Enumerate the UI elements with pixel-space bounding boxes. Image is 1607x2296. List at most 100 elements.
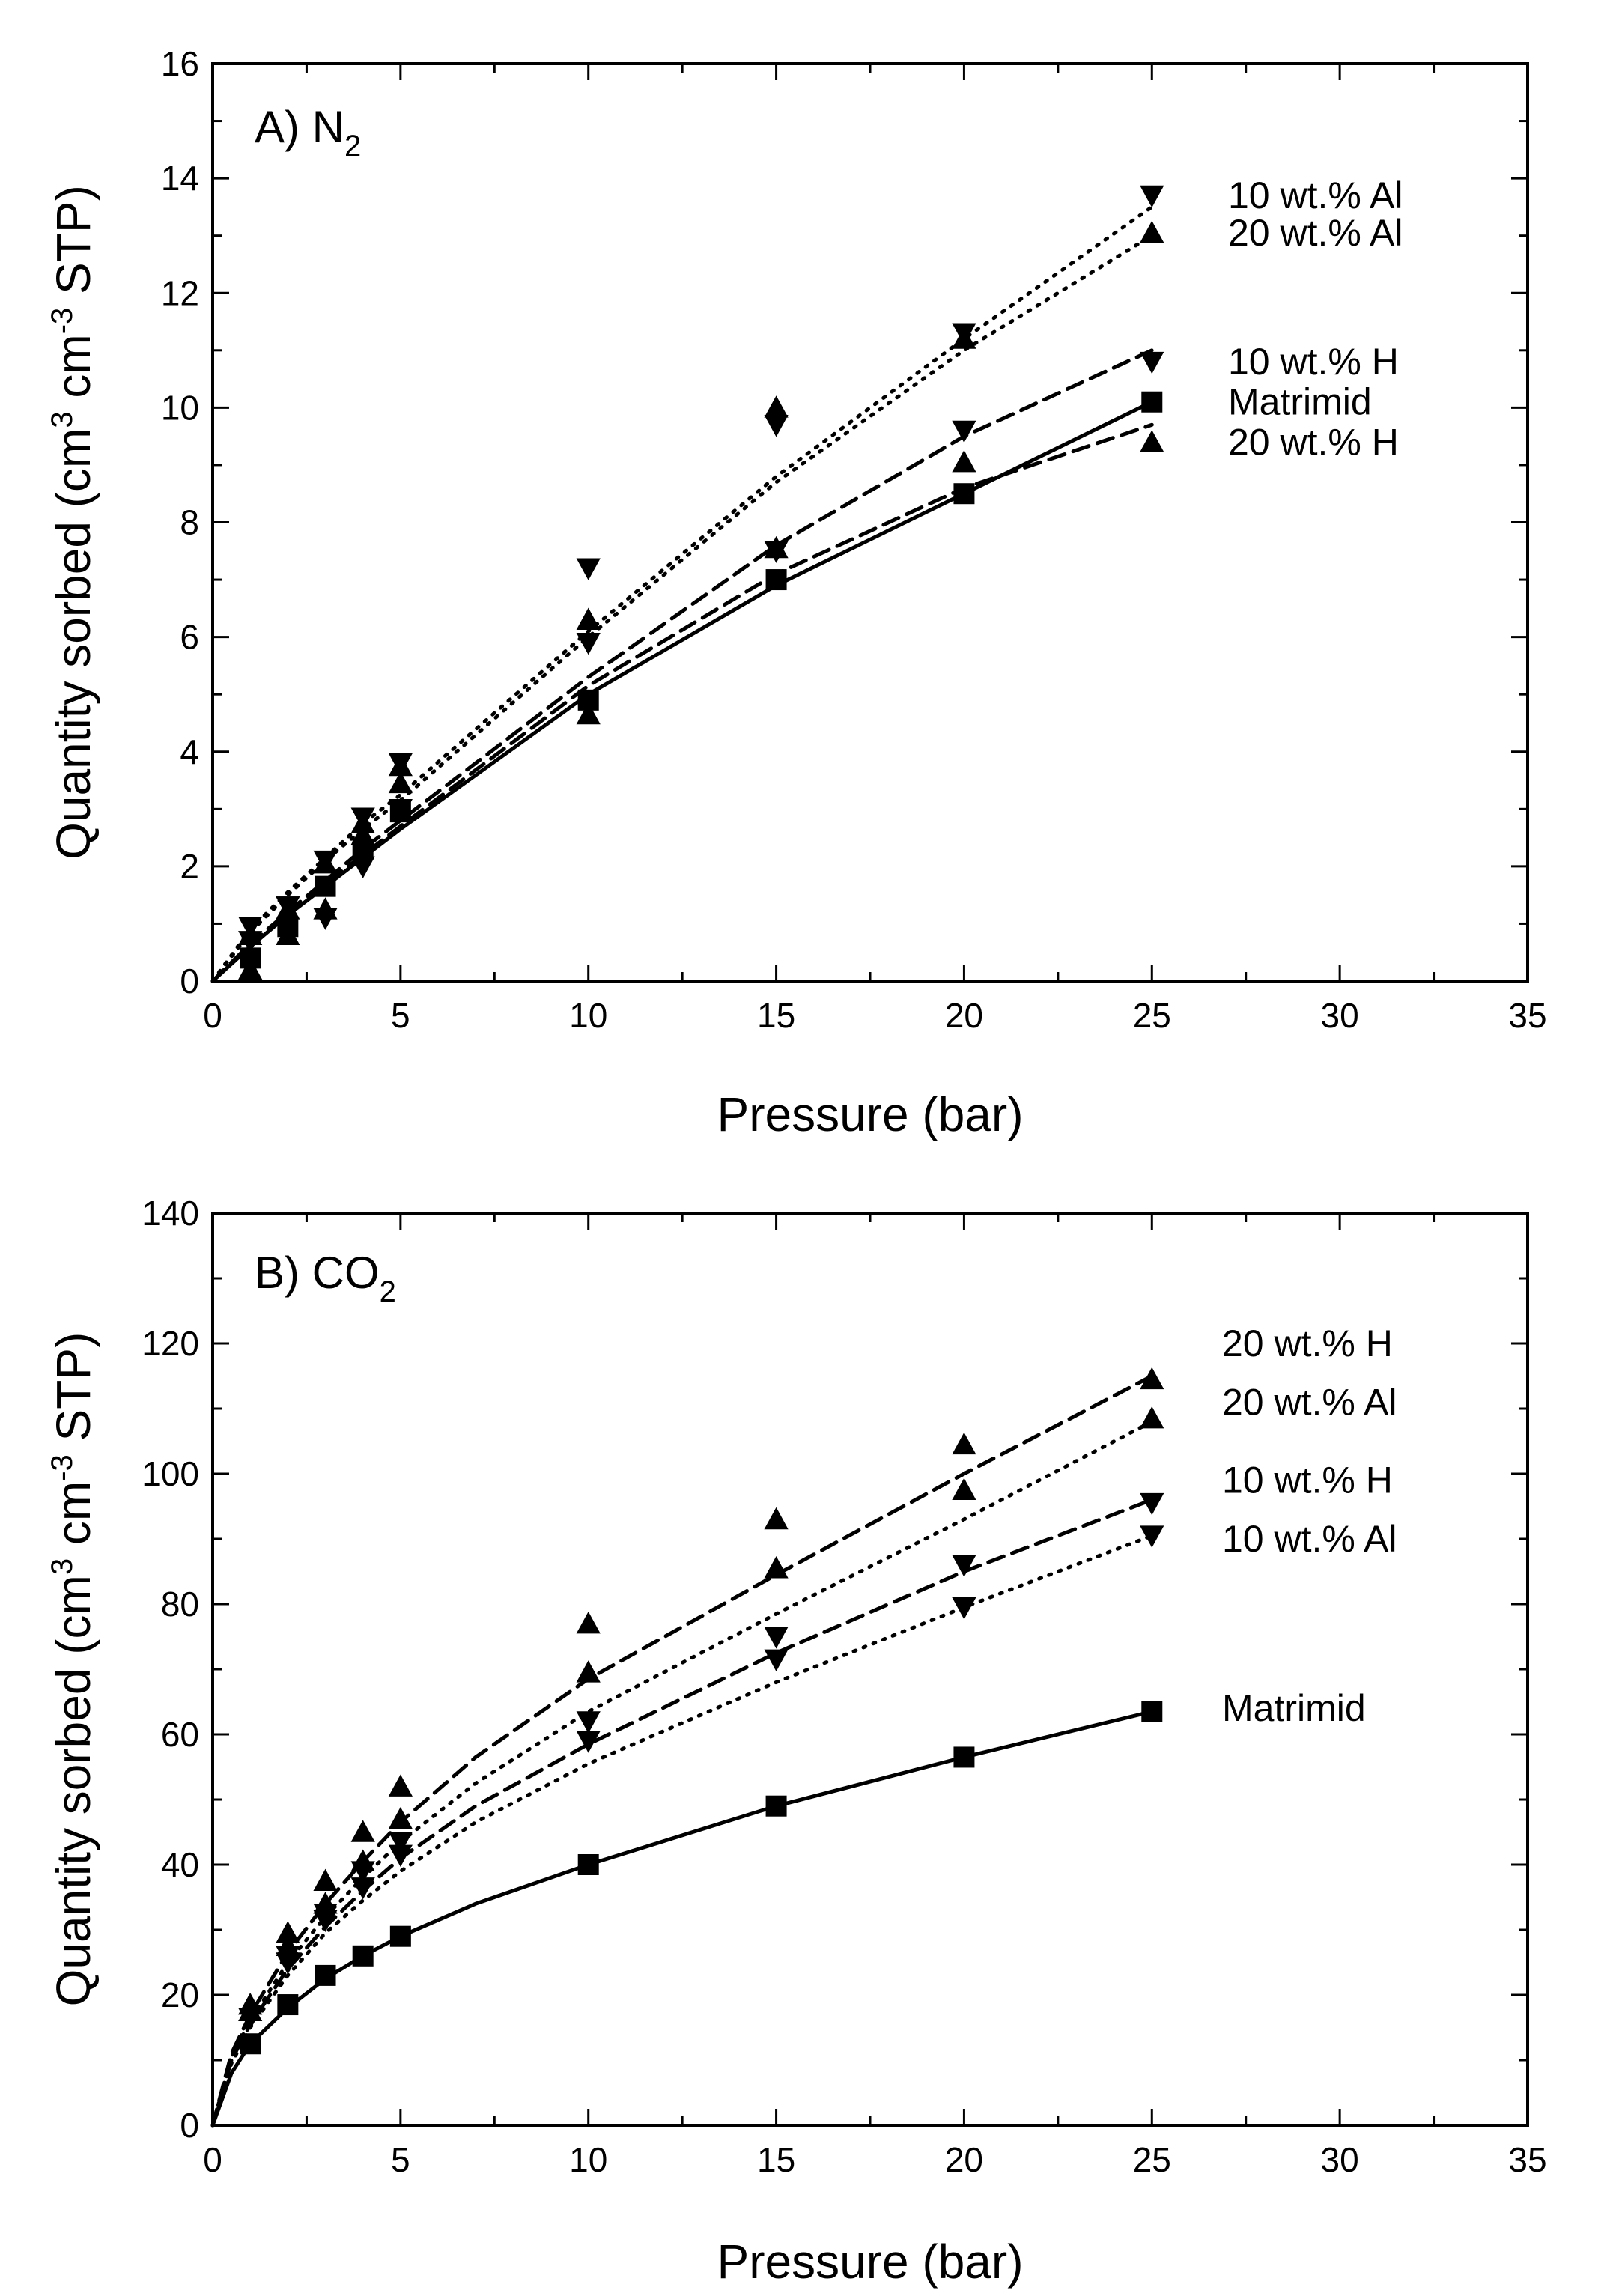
legend-entry-10-wt-al: 10 wt.% Al [1222,1518,1397,1560]
y-tick-label: 0 [180,962,199,1000]
y-tick-label: 40 [161,1845,199,1884]
y-tick-label: 6 [180,618,199,657]
data-point-20-wt-al [388,1807,413,1829]
data-point-20-wt-al [952,327,976,349]
legend-entry-20-wt-h: 20 wt.% H [1228,421,1399,463]
data-point-10-wt-al [952,1597,976,1620]
y-tick-label: 8 [180,503,199,542]
data-point-matrimid [315,1964,336,1986]
data-point-20-wt-al [764,395,789,418]
data-point-20-wt-h [388,771,413,794]
x-tick-label: 25 [1133,2140,1171,2179]
data-point-20-wt-al [313,851,338,874]
y-tick-label: 4 [180,732,199,771]
data-point-20-wt-h [350,822,375,845]
data-point-10-wt-al [1140,185,1164,208]
data-point-20-wt-h [576,1612,601,1634]
panel-a-n2-chart: 0 5 10 15 20 25 30 35 0 2 4 6 8 10 12 14 16 Pressure (bar… [46,44,1547,1141]
x-tick-label: 0 [203,996,222,1035]
x-tick-label: 15 [757,2140,795,2179]
data-point-20-wt-al [576,1660,601,1683]
data-point-20-wt-h [764,535,789,559]
data-point-matrimid [389,1925,411,1947]
fit-line-20-wt-h [210,1374,1154,2128]
legend-entry-20-wt-al: 20 wt.% Al [1222,1381,1397,1423]
series-20-wt-al [210,220,1164,983]
data-point-10-wt-h [388,1832,413,1854]
x-tick-label: 20 [945,2140,983,2179]
y-tick-label: 12 [161,273,199,312]
series-10-wt-h [210,348,1164,983]
series-matrimid [210,1701,1163,2128]
data-point-20-wt-al [388,753,413,777]
fit-line-10-wt-al [210,1534,1154,2128]
data-point-20-wt-h [276,923,300,946]
data-point-10-wt-al [764,1649,789,1672]
data-point-10-wt-al [238,2008,263,2030]
y-tick-label: 120 [142,1324,199,1363]
x-tick-label: 35 [1508,996,1546,1035]
data-point-10-wt-h [1140,351,1164,374]
series-20-wt-al [210,1406,1164,2128]
fit-line-10-wt-al [210,204,1154,983]
y-tick-label: 10 [161,388,199,427]
data-point-10-wt-al [313,1910,338,1933]
y-tick-label: 60 [161,1715,199,1754]
data-point-10-wt-h [952,420,976,443]
data-point-20-wt-al [1140,220,1164,243]
x-tick-label: 0 [203,2140,222,2179]
fit-line-20-wt-al [210,234,1154,983]
fit-line-10-wt-h [210,348,1154,983]
data-point-20-wt-al [764,1556,789,1579]
data-point-10-wt-h [952,1555,976,1577]
data-point-20-wt-al [576,607,601,630]
data-point-20-wt-h [276,1921,300,1943]
data-point-20-wt-h [313,897,338,920]
data-point-10-wt-h [764,1627,789,1649]
data-point-10-wt-h [238,931,263,953]
legend-label: 20 wt.% H [1222,1322,1393,1364]
y-tick-label: 14 [161,159,199,198]
x-tick-label: 5 [391,2140,410,2179]
legend-label: 20 wt.% Al [1228,212,1403,254]
legend-entry-10-wt-h: 10 wt.% H [1228,341,1399,383]
data-point-20-wt-al [952,1477,976,1501]
data-point-10-wt-al [276,1952,300,1975]
legend-label: 10 wt.% Al [1228,174,1403,216]
y-tick-label: 16 [161,44,199,83]
data-point-10-wt-al [576,558,601,580]
legend-label: 10 wt.% H [1228,341,1399,383]
data-point-20-wt-h [952,1432,976,1455]
legend-label: 10 wt.% H [1222,1460,1393,1501]
data-point-20-wt-al [350,811,375,833]
data-point-20-wt-h [1140,1367,1164,1390]
legend-label: Matrimid [1228,381,1372,423]
x-tick-label: 30 [1321,996,1359,1035]
data-point-10-wt-al [1140,1525,1164,1548]
y-tick-label: 0 [180,2106,199,2145]
y-axis-title: Quantity sorbed (cm3 cm-3 STP) [46,1332,100,2007]
data-point-matrimid [277,1994,299,2016]
data-point-matrimid [953,1746,975,1768]
data-point-10-wt-al [576,1731,601,1753]
y-axis-title: Quantity sorbed (cm3 cm-3 STP) [46,185,100,860]
legend-label: 10 wt.% Al [1222,1518,1397,1560]
series-20-wt-h [210,1367,1164,2128]
legend-entry-10-wt-al: 10 wt.% Al [1228,174,1403,216]
fit-line-20-wt-al [210,1419,1154,2128]
data-point-matrimid [1141,1701,1163,1722]
series-10-wt-al [210,1525,1164,2128]
x-tick-label: 5 [391,996,410,1035]
y-tick-label: 2 [180,847,199,886]
data-point-20-wt-h [1140,430,1164,452]
legend-label: 20 wt.% H [1228,421,1399,463]
data-point-10-wt-h [350,1861,375,1883]
x-axis-title: Pressure (bar) [717,1087,1024,1141]
data-point-20-wt-h [313,1868,338,1892]
x-axis-title: Pressure (bar) [717,2235,1024,2289]
x-tick-label: 15 [757,996,795,1035]
x-tick-label: 10 [569,2140,607,2179]
data-point-10-wt-h [276,896,300,919]
legend-label: 20 wt.% Al [1222,1381,1397,1423]
